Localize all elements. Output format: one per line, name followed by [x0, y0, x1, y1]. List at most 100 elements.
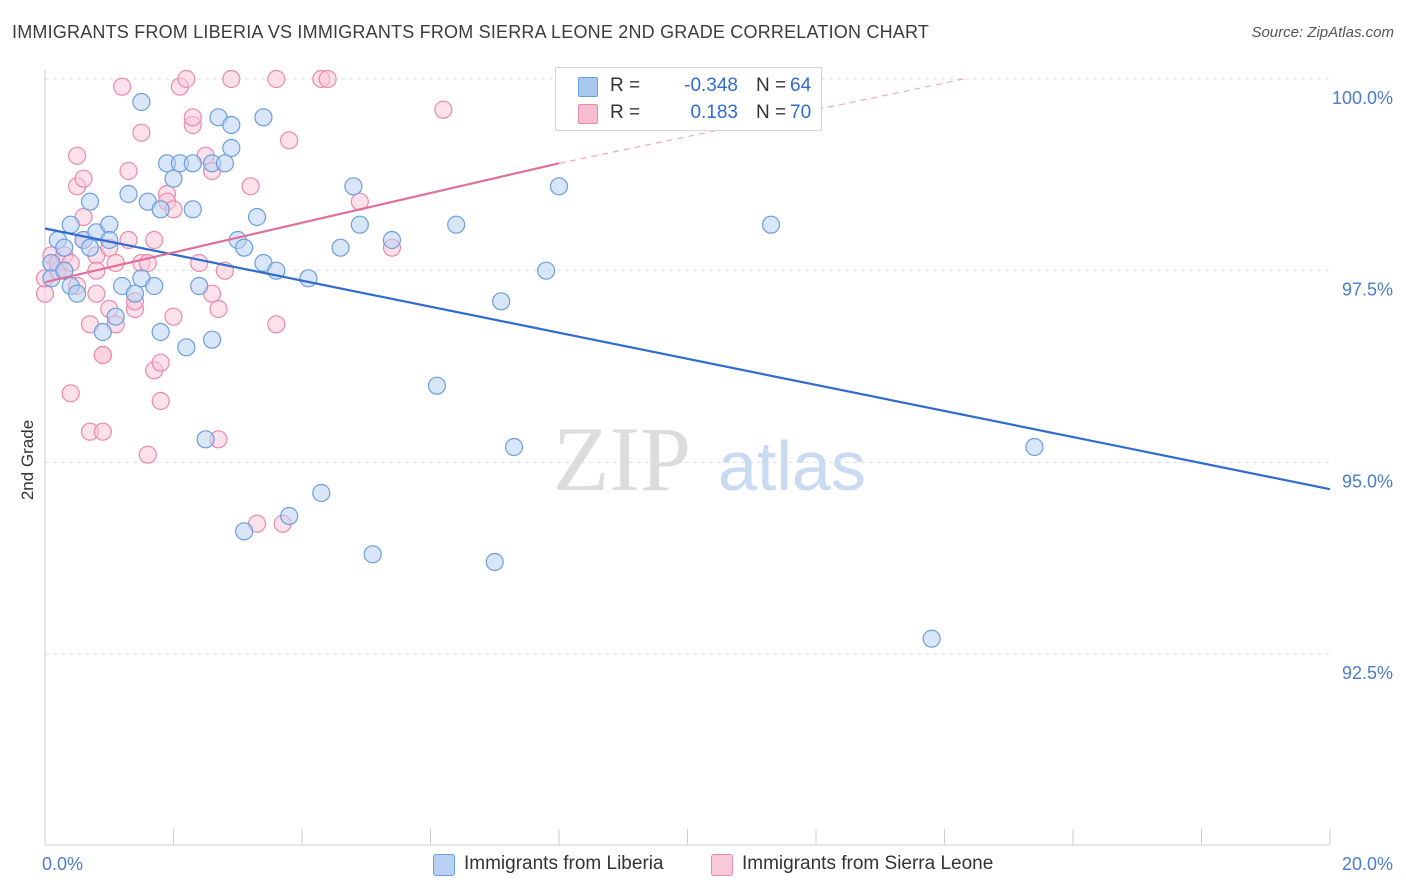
data-point — [145, 230, 164, 250]
data-point — [331, 238, 350, 257]
data-point — [164, 307, 183, 326]
data-point — [151, 391, 170, 411]
data-point — [254, 108, 273, 127]
data-point — [485, 552, 504, 572]
data-point — [132, 92, 151, 112]
data-point — [100, 215, 119, 234]
data-point — [235, 238, 254, 257]
watermark-zip: ZIP — [553, 408, 691, 510]
trend-line-extension — [558, 78, 964, 164]
legend-swatch-sierra-leone — [578, 104, 598, 124]
data-point — [112, 77, 132, 96]
data-point — [151, 200, 170, 219]
data-point — [61, 384, 80, 403]
data-point — [222, 69, 241, 89]
stats-legend: R = -0.348 N = 64 R = 0.183 N = 70 — [555, 67, 822, 131]
data-point — [106, 253, 125, 273]
data-point — [350, 215, 369, 234]
x-tick-label: 0.0% — [42, 854, 83, 874]
data-point — [492, 292, 511, 311]
data-point — [363, 545, 382, 564]
data-point — [125, 284, 145, 303]
series-liberia — [42, 69, 1044, 648]
data-point — [922, 629, 941, 648]
data-point — [35, 284, 55, 303]
data-point — [183, 200, 202, 219]
data-point — [55, 238, 74, 257]
watermark-atlas: atlas — [718, 427, 866, 505]
data-point — [145, 276, 164, 296]
data-point — [80, 192, 100, 211]
data-point — [196, 430, 215, 449]
n-label: N = — [756, 102, 787, 123]
data-point — [138, 445, 157, 464]
y-tick-label: 100.0% — [1332, 88, 1393, 108]
trend-line — [44, 162, 560, 284]
trend-line — [44, 227, 1331, 491]
chart-title: IMMIGRANTS FROM LIBERIA VS IMMIGRANTS FR… — [12, 22, 930, 42]
data-point — [177, 69, 196, 89]
data-point — [312, 483, 331, 503]
n-label: N = — [756, 75, 787, 96]
data-point — [119, 161, 138, 181]
data-point — [190, 253, 209, 273]
data-point — [267, 69, 286, 89]
data-point — [80, 238, 100, 257]
data-point — [61, 215, 80, 234]
r-label: R = — [610, 102, 641, 123]
data-point — [190, 276, 209, 296]
data-point — [151, 353, 170, 372]
data-point — [215, 154, 234, 173]
y-axis-label: 2nd Grade — [18, 420, 37, 500]
legend-label-liberia: Immigrants from Liberia — [464, 853, 664, 874]
grid-lines — [45, 78, 1330, 655]
data-point — [267, 315, 286, 334]
x-tick-labels: 0.0% 20.0% — [42, 854, 1393, 874]
data-point — [427, 376, 447, 395]
y-tick-label: 92.5% — [1342, 663, 1393, 683]
data-point — [344, 177, 363, 196]
data-point — [299, 269, 318, 288]
data-point — [504, 437, 524, 457]
data-point — [761, 215, 781, 234]
data-point — [549, 177, 569, 196]
data-point — [164, 169, 183, 188]
data-point — [382, 230, 402, 250]
x-tick-label: 20.0% — [1342, 854, 1393, 874]
data-point — [209, 299, 228, 319]
legend-swatch-liberia — [433, 854, 455, 876]
data-point — [318, 69, 337, 89]
data-point — [68, 284, 87, 303]
data-point — [55, 261, 74, 280]
data-point — [202, 330, 222, 349]
data-point — [434, 100, 453, 119]
data-point — [241, 177, 260, 196]
legend-label-sierra-leone: Immigrants from Sierra Leone — [742, 853, 994, 874]
data-point — [447, 215, 466, 234]
data-point — [87, 284, 106, 303]
data-point — [183, 154, 202, 173]
trend-lines — [44, 78, 1331, 491]
data-point — [247, 207, 267, 227]
data-point — [222, 115, 241, 135]
y-tick-labels: 92.5% 95.0% 97.5% 100.0% — [1332, 88, 1393, 683]
data-point — [537, 261, 556, 280]
data-point — [74, 169, 93, 188]
data-point — [93, 422, 112, 441]
legend-swatch-liberia — [578, 77, 598, 97]
data-point — [68, 146, 87, 165]
n-value: 70 — [790, 102, 812, 123]
data-point — [280, 131, 299, 150]
r-value: 0.183 — [690, 102, 738, 123]
data-point — [119, 184, 138, 204]
source-label: Source: ZipAtlas.com — [1251, 24, 1394, 41]
data-point — [1025, 437, 1044, 457]
r-value: -0.348 — [684, 75, 738, 96]
series-sierra-leone — [35, 69, 453, 533]
data-point — [222, 138, 241, 158]
data-point — [177, 338, 196, 357]
data-point — [106, 307, 125, 326]
data-point — [93, 322, 112, 342]
data-point — [183, 108, 202, 127]
